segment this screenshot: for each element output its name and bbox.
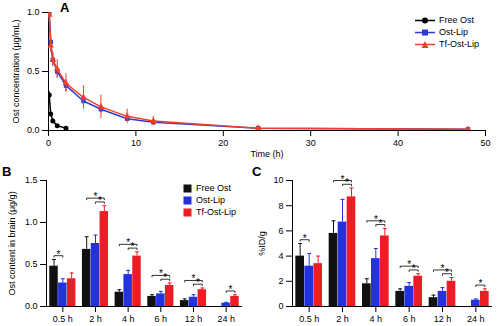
svg-text:4 h: 4 h xyxy=(122,314,135,324)
svg-text:*: * xyxy=(345,177,349,188)
svg-text:*: * xyxy=(303,233,307,244)
svg-text:0: 0 xyxy=(46,138,51,148)
svg-text:*: * xyxy=(163,272,167,283)
svg-text:2: 2 xyxy=(278,276,283,286)
svg-text:6: 6 xyxy=(278,226,283,236)
html-text:A: A xyxy=(60,0,70,15)
svg-text:0.0: 0.0 xyxy=(25,301,38,311)
svg-text:*: * xyxy=(131,241,135,252)
svg-text:0.5 h: 0.5 h xyxy=(299,314,319,324)
svg-text:12 h: 12 h xyxy=(185,314,203,324)
svg-text:*: * xyxy=(196,277,200,288)
svg-text:1.0: 1.0 xyxy=(25,217,38,227)
svg-text:2 h: 2 h xyxy=(336,314,349,324)
svg-text:6 h: 6 h xyxy=(155,314,168,324)
svg-text:*: * xyxy=(378,218,382,229)
svg-text:*: * xyxy=(192,273,196,284)
svg-text:1.0: 1.0 xyxy=(27,7,40,17)
html-text:Ost-Lip: Ost-Lip xyxy=(439,27,468,37)
svg-text:*: * xyxy=(478,278,482,289)
svg-text:*: * xyxy=(229,284,233,295)
svg-text:12 h: 12 h xyxy=(434,314,452,324)
html-text:Tf-Ost-Lip: Tf-Ost-Lip xyxy=(196,207,236,217)
svg-text:*: * xyxy=(98,195,102,206)
svg-text:*: * xyxy=(374,214,378,225)
svg-text:*: * xyxy=(94,191,98,202)
svg-text:*: * xyxy=(412,263,416,274)
html-text:B: B xyxy=(2,164,12,179)
svg-text:*: * xyxy=(407,259,411,270)
svg-text:4 h: 4 h xyxy=(370,314,383,324)
svg-text:30: 30 xyxy=(306,138,316,148)
svg-text:1.5: 1.5 xyxy=(25,175,38,185)
svg-text:2 h: 2 h xyxy=(89,314,102,324)
svg-text:24 h: 24 h xyxy=(217,314,235,324)
svg-text:0.5: 0.5 xyxy=(25,259,38,269)
svg-text:10: 10 xyxy=(131,138,141,148)
html-text:C: C xyxy=(252,164,262,179)
svg-text:4: 4 xyxy=(278,251,283,261)
html-text:Tf-Ost-Lip: Tf-Ost-Lip xyxy=(439,39,479,49)
svg-text:8: 8 xyxy=(278,201,283,211)
svg-text:50: 50 xyxy=(480,138,490,148)
svg-text:Ost content in brain (μg/g): Ost content in brain (μg/g) xyxy=(7,191,17,295)
html-text:Free Ost: Free Ost xyxy=(439,15,474,25)
html-text:Free Ost: Free Ost xyxy=(196,183,231,193)
svg-text:*: * xyxy=(56,249,60,260)
svg-text:10: 10 xyxy=(273,175,283,185)
svg-text:0.5 h: 0.5 h xyxy=(53,314,73,324)
svg-text:6 h: 6 h xyxy=(403,314,416,324)
svg-text:0.0: 0.0 xyxy=(27,125,40,135)
svg-text:Time (h): Time (h) xyxy=(250,149,283,159)
svg-text:*: * xyxy=(126,237,130,248)
svg-text:Ost concentration (μg/mL): Ost concentration (μg/mL) xyxy=(11,19,21,123)
svg-text:40: 40 xyxy=(393,138,403,148)
svg-text:%ID/g: %ID/g xyxy=(257,231,267,256)
svg-text:20: 20 xyxy=(218,138,228,148)
html-text:Ost-Lip: Ost-Lip xyxy=(196,195,225,205)
svg-text:*: * xyxy=(341,174,345,185)
svg-text:*: * xyxy=(159,268,163,279)
svg-text:*: * xyxy=(441,263,445,274)
svg-text:*: * xyxy=(445,267,449,278)
svg-text:0: 0 xyxy=(278,301,283,311)
svg-text:0.5: 0.5 xyxy=(27,66,40,76)
svg-text:24 h: 24 h xyxy=(467,314,485,324)
